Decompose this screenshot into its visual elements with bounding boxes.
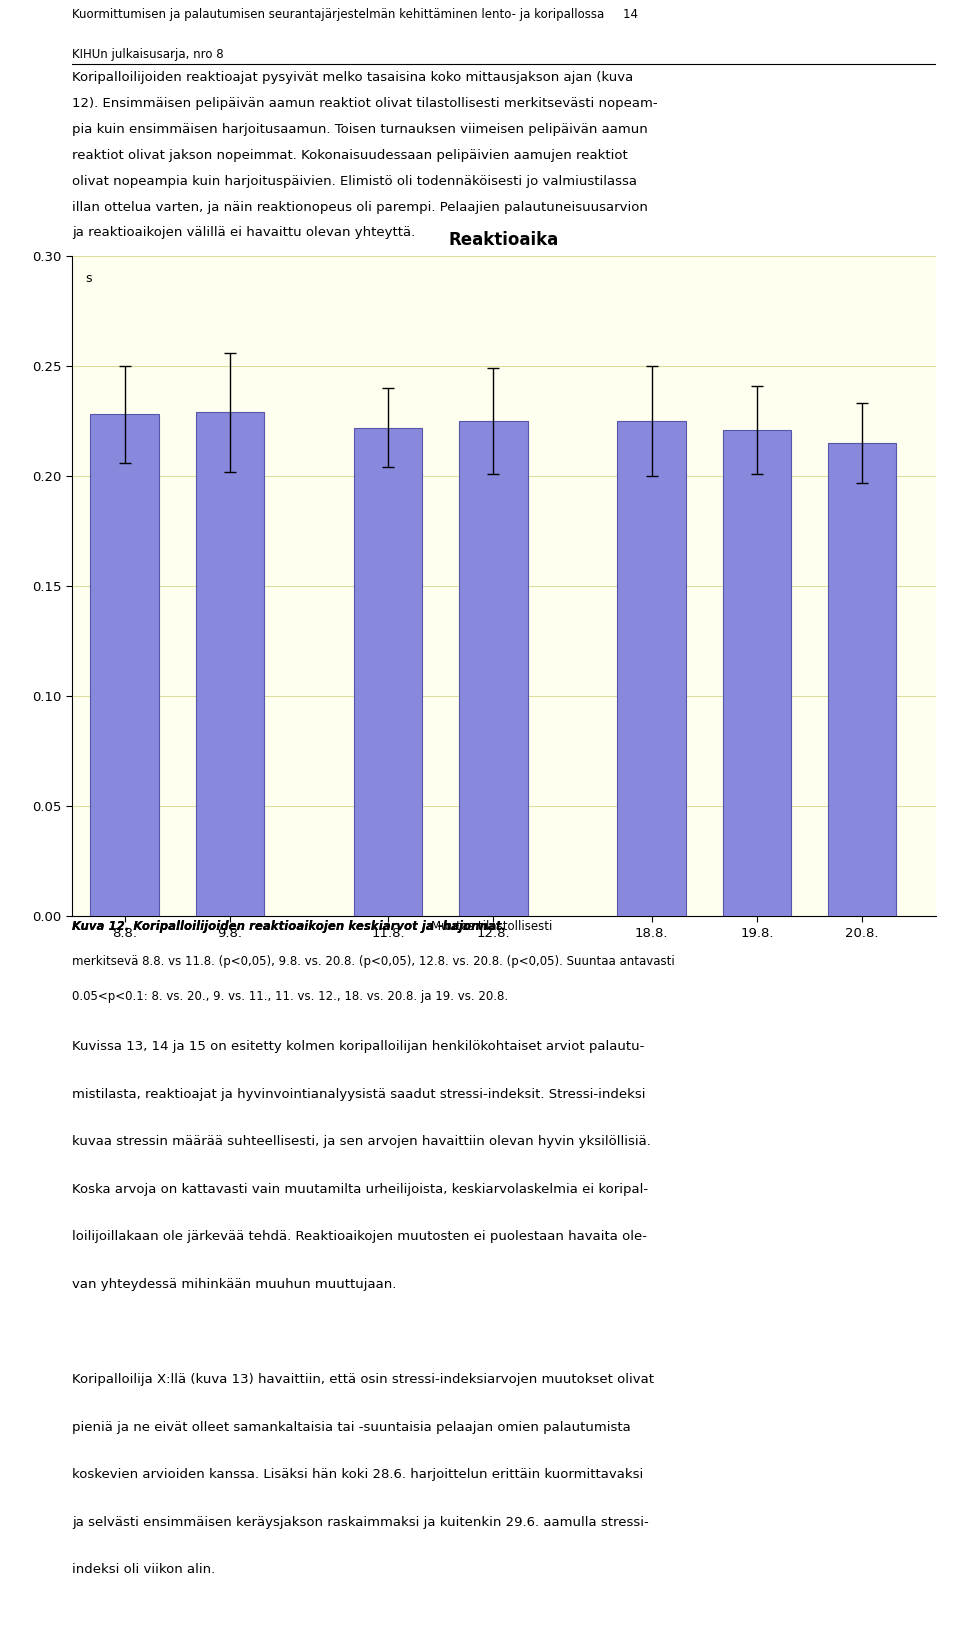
Text: Kuva 12. Koripalloilijoiden reaktioaikojen keskiarvot ja -hajonnat.: Kuva 12. Koripalloilijoiden reaktioaikoj… [72,920,506,933]
Text: Kuormittumisen ja palautumisen seurantajärjestelmän kehittäminen lento- ja korip: Kuormittumisen ja palautumisen seurantaj… [72,8,638,21]
Text: 0.05<p<0.1: 8. vs. 20., 9. vs. 11., 11. vs. 12., 18. vs. 20.8. ja 19. vs. 20.8.: 0.05<p<0.1: 8. vs. 20., 9. vs. 11., 11. … [72,991,508,1002]
Text: 12). Ensimmäisen pelipäivän aamun reaktiot olivat tilastollisesti merkitsevästi : 12). Ensimmäisen pelipäivän aamun reakti… [72,97,658,111]
Text: KIHUn julkaisusarja, nro 8: KIHUn julkaisusarja, nro 8 [72,48,224,61]
Bar [354,428,422,916]
Bar [459,421,528,916]
Text: ja selvästi ensimmäisen keräysjakson raskaimmaksi ja kuitenkin 29.6. aamulla str: ja selvästi ensimmäisen keräysjakson ras… [72,1516,649,1529]
Text: kuvaa stressin määrää suhteellisesti, ja sen arvojen havaittiin olevan hyvin yks: kuvaa stressin määrää suhteellisesti, ja… [72,1136,651,1147]
Text: indeksi oli viikon alin.: indeksi oli viikon alin. [72,1563,215,1577]
Bar [617,421,685,916]
Text: s: s [84,272,91,286]
Text: pia kuin ensimmäisen harjoitusaamun. Toisen turnauksen viimeisen pelipäivän aamu: pia kuin ensimmäisen harjoitusaamun. Toi… [72,122,648,135]
Text: merkitsevä 8.8. vs 11.8. (p<0,05), 9.8. vs. 20.8. (p<0,05), 12.8. vs. 20.8. (p<0: merkitsevä 8.8. vs 11.8. (p<0,05), 9.8. … [72,954,675,967]
Text: Koripalloilijoiden reaktioajat pysyivät melko tasaisina koko mittausjakson ajan : Koripalloilijoiden reaktioajat pysyivät … [72,71,634,84]
Text: Koripalloilija X:llä (kuva 13) havaittiin, että osin stressi-indeksiarvojen muut: Koripalloilija X:llä (kuva 13) havaittii… [72,1374,654,1385]
Text: Kuva 12. Koripalloilijoiden reaktioaikojen keskiarvot ja -hajonnat.: Kuva 12. Koripalloilijoiden reaktioaikoj… [72,920,506,933]
Text: ja reaktioaikojen välillä ei havaittu olevan yhteyttä.: ja reaktioaikojen välillä ei havaittu ol… [72,226,416,239]
Bar [723,429,791,916]
Text: mistilasta, reaktioajat ja hyvinvointianalyysistä saadut stressi-indeksit. Stres: mistilasta, reaktioajat ja hyvinvointian… [72,1088,645,1101]
Text: loilijoillakaan ole järkevää tehdä. Reaktioaikojen muutosten ei puolestaan havai: loilijoillakaan ole järkevää tehdä. Reak… [72,1230,647,1243]
Text: reaktiot olivat jakson nopeimmat. Kokonaisuudessaan pelipäivien aamujen reaktiot: reaktiot olivat jakson nopeimmat. Kokona… [72,149,628,162]
Text: pieniä ja ne eivät olleet samankaltaisia tai -suuntaisia pelaajan omien palautum: pieniä ja ne eivät olleet samankaltaisia… [72,1420,631,1433]
Text: illan ottelua varten, ja näin reaktionopeus oli parempi. Pelaajien palautuneisuu: illan ottelua varten, ja näin reaktionop… [72,200,648,213]
Text: olivat nopeampia kuin harjoituspäivien. Elimistö oli todennäköisesti jo valmiust: olivat nopeampia kuin harjoituspäivien. … [72,175,637,188]
Bar [196,413,264,916]
Text: Kuvissa 13, 14 ja 15 on esitetty kolmen koripalloilijan henkilökohtaiset arviot : Kuvissa 13, 14 ja 15 on esitetty kolmen … [72,1040,644,1053]
Text: koskevien arvioiden kanssa. Lisäksi hän koki 28.6. harjoittelun erittäin kuormit: koskevien arvioiden kanssa. Lisäksi hän … [72,1468,643,1481]
Text: van yhteydessä mihinkään muuhun muuttujaan.: van yhteydessä mihinkään muuhun muuttuja… [72,1278,396,1291]
Bar [90,414,159,916]
Text: Muutos tilastollisesti: Muutos tilastollisesti [430,920,552,933]
Text: Koska arvoja on kattavasti vain muutamilta urheilijoista, keskiarvolaskelmia ei : Koska arvoja on kattavasti vain muutamil… [72,1182,648,1195]
Title: Reaktioaika: Reaktioaika [449,231,559,249]
Bar [828,442,897,916]
